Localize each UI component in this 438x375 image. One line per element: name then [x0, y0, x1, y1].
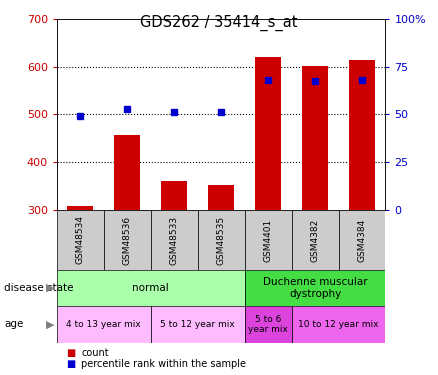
Bar [292, 210, 339, 270]
Text: GSM4384: GSM4384 [357, 218, 367, 262]
Text: 10 to 12 year mix: 10 to 12 year mix [298, 320, 379, 329]
Text: GSM48535: GSM48535 [217, 215, 226, 265]
Text: percentile rank within the sample: percentile rank within the sample [81, 359, 246, 369]
Text: Duchenne muscular
dystrophy: Duchenne muscular dystrophy [263, 277, 367, 298]
Text: ▶: ▶ [46, 320, 55, 329]
Bar [67, 206, 93, 210]
Bar [339, 210, 385, 270]
Bar [151, 306, 245, 343]
Bar [349, 60, 375, 210]
Bar [161, 182, 187, 210]
Bar [57, 270, 245, 306]
Bar [255, 57, 281, 210]
Text: 5 to 6
year mix: 5 to 6 year mix [248, 315, 288, 334]
Bar [302, 66, 328, 210]
Text: count: count [81, 348, 109, 358]
Bar [151, 210, 198, 270]
Bar [198, 210, 245, 270]
Bar [57, 210, 104, 270]
Text: GSM48533: GSM48533 [170, 215, 179, 265]
Text: ▶: ▶ [46, 283, 55, 293]
Bar [245, 306, 292, 343]
Bar [245, 210, 292, 270]
Text: GSM48534: GSM48534 [76, 216, 85, 264]
Bar [245, 270, 385, 306]
Text: ■: ■ [66, 359, 75, 369]
Text: GSM48536: GSM48536 [123, 215, 132, 265]
Text: age: age [4, 320, 24, 329]
Bar [208, 184, 234, 210]
Bar [114, 135, 140, 210]
Text: normal: normal [132, 283, 169, 293]
Text: disease state: disease state [4, 283, 74, 293]
Bar [57, 306, 151, 343]
Text: 5 to 12 year mix: 5 to 12 year mix [160, 320, 235, 329]
Text: 4 to 13 year mix: 4 to 13 year mix [67, 320, 141, 329]
Bar [104, 210, 151, 270]
Text: GDS262 / 35414_s_at: GDS262 / 35414_s_at [140, 15, 298, 31]
Text: GSM4401: GSM4401 [264, 218, 272, 262]
Bar [292, 306, 385, 343]
Text: GSM4382: GSM4382 [311, 218, 320, 262]
Text: ■: ■ [66, 348, 75, 358]
